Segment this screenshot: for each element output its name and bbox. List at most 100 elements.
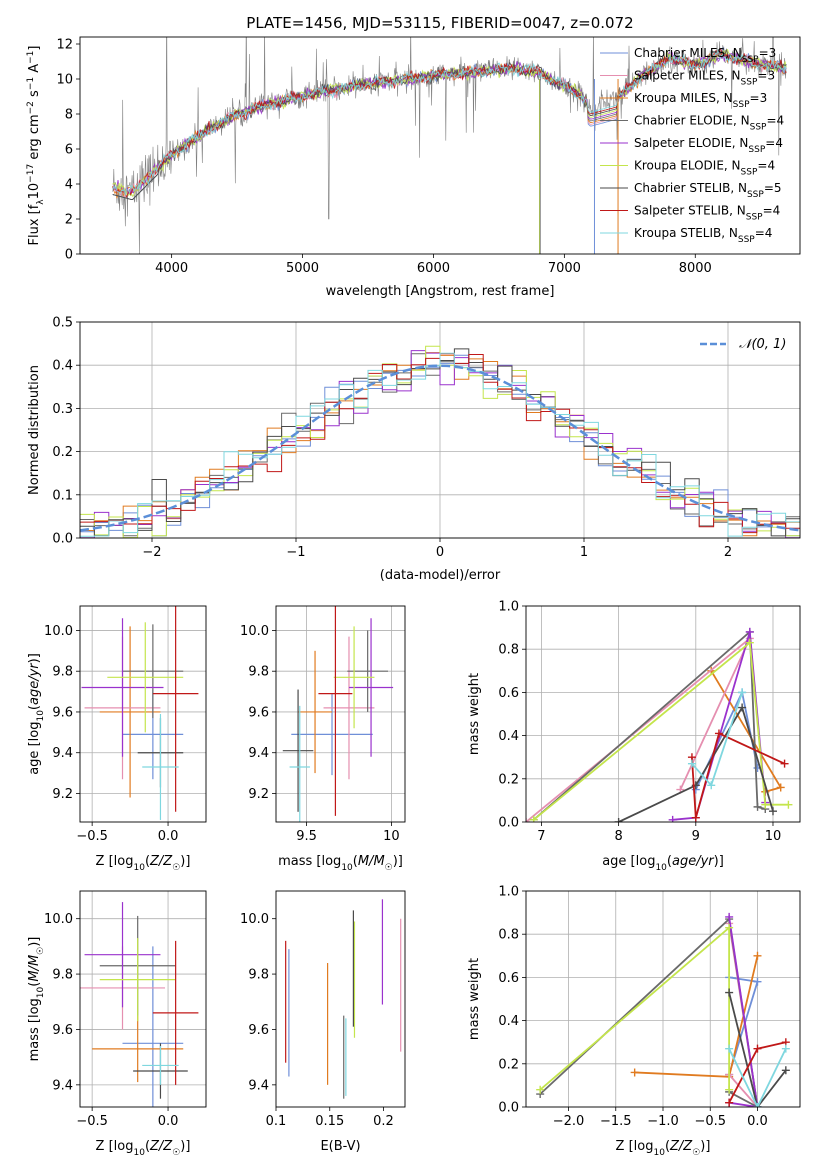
y-tick-label: 0.4 — [498, 1014, 519, 1029]
y-tick-label: 9.4 — [248, 1078, 269, 1093]
x-tick-label: 7 — [537, 829, 545, 844]
axes-frame — [79, 321, 801, 539]
y-tick-label: 1.0 — [498, 600, 519, 615]
ebv-xlabel: E(B-V) — [320, 1139, 360, 1154]
y-tick-label: 12 — [56, 38, 73, 53]
y-tick-label: 9.6 — [248, 1023, 269, 1038]
x-tick-label: 0.2 — [373, 1114, 394, 1129]
y-tick-label: 9.2 — [248, 787, 269, 802]
weight-marker — [738, 688, 747, 697]
weight-series — [539, 917, 759, 1107]
x-tick-label: 0.0 — [158, 1114, 179, 1129]
x-tick-label: −0.5 — [76, 1114, 108, 1129]
figure-title: PLATE=1456, MJD=53115, FIBERID=0047, z=0… — [246, 14, 633, 32]
gaussian-curve — [80, 364, 800, 532]
weight-series — [618, 705, 774, 822]
x-tick-label: 10 — [765, 829, 782, 844]
panel-residuals: −2 −1 0 1 2 0.0 0.1 0.2 0.3 0.4 0.5 (data-model)/er… — [27, 316, 801, 583]
x-tick-label: 8000 — [679, 261, 712, 276]
weight-series — [634, 955, 759, 1078]
y-tick-label: 9.2 — [52, 787, 73, 802]
weight-marker — [780, 759, 789, 768]
weight-marker — [725, 912, 734, 921]
x-tick-label: 4000 — [155, 261, 188, 276]
axes-frame — [275, 890, 406, 1108]
x-tick-label: 8 — [614, 829, 622, 844]
model-spectrum — [112, 48, 787, 196]
y-tick-label: 9.8 — [248, 665, 269, 680]
errorbar-area — [81, 606, 199, 820]
weight-marker — [768, 807, 777, 816]
weight-series — [691, 732, 785, 818]
y-tick-label: 10.0 — [240, 624, 269, 639]
weight-marker — [687, 759, 696, 768]
weight-marker — [630, 1068, 639, 1077]
x-tick-label: 5000 — [286, 261, 319, 276]
y-tick-label: 0.2 — [498, 772, 519, 787]
weight-lines — [526, 627, 793, 822]
weight-marker — [753, 1103, 762, 1107]
y-tick-label: 9.8 — [248, 968, 269, 983]
weight-series — [728, 992, 787, 1107]
x-tick-label: 1 — [580, 545, 588, 560]
y-tick-label: 2 — [65, 213, 73, 228]
weight-marker — [691, 813, 700, 822]
legend-label: Chabrier STELIB, NSSP=5 — [634, 181, 782, 200]
x-tick-label: −0.5 — [694, 1114, 726, 1129]
weight-marker — [725, 1044, 734, 1053]
weight-marker — [725, 1098, 734, 1107]
residuals-xlabel: (data-model)/error — [380, 568, 501, 583]
errorbar-area — [282, 606, 394, 822]
legend-label: Salpeter ELODIE, NSSP=4 — [634, 136, 783, 155]
legend-label: Chabrier ELODIE, NSSP=4 — [634, 114, 784, 133]
y-tick-label: 0.6 — [498, 686, 519, 701]
legend-label: Salpeter STELIB, NSSP=4 — [634, 204, 780, 223]
axes-frame — [79, 36, 801, 255]
y-tick-label: 0.4 — [498, 729, 519, 744]
weight-marker — [745, 627, 754, 636]
panel-age_vs_mass: 9.5 10 9.2 9.4 9.6 9.8 10.0 mass [log10(M/M☉)] — [240, 605, 406, 873]
spectrum-ylabel: Flux [fλ10−17 erg cm−2 s−1 A−1] — [26, 46, 46, 246]
panel-spectrum: 4000 5000 6000 7000 8000 0 2 4 6 8 10 12 wavelength … — [26, 36, 801, 299]
x-tick-label: 7000 — [548, 261, 581, 276]
legend-label: Kroupa STELIB, NSSP=4 — [634, 226, 772, 245]
ylabel: mass [log10(M/M☉)] — [27, 937, 46, 1062]
x-tick-label: 0 — [436, 545, 444, 560]
weight-marker — [668, 815, 677, 822]
weight-marker — [725, 923, 734, 932]
spectrum-xlabel: wavelength [Angstrom, rest frame] — [326, 284, 555, 299]
x-tick-label: −1.0 — [647, 1114, 679, 1129]
x-tick-label: 0.15 — [315, 1114, 344, 1129]
legend-label: Salpeter MILES, NSSP=3 — [634, 69, 775, 88]
y-tick-label: 0.4 — [52, 359, 73, 374]
y-tick-label: 9.8 — [52, 968, 73, 983]
weight-series — [533, 640, 789, 821]
axes-frame — [275, 605, 406, 823]
y-tick-label: 10.0 — [240, 912, 269, 927]
weight-series — [728, 916, 759, 1107]
y-tick-label: 0 — [65, 248, 73, 263]
panel-weight_vs_age: 7 8 9 10 0.0 0.2 0.4 0.6 0.8 1.0 age [log10(age/yr… — [467, 600, 801, 873]
xlabel: mass [log10(M/M☉)] — [278, 854, 403, 873]
y-tick-label: 0.0 — [498, 816, 519, 831]
x-tick-label: −1.5 — [600, 1114, 632, 1129]
ylabel: mass weight — [467, 673, 482, 755]
weight-marker — [614, 818, 623, 822]
y-tick-label: 9.4 — [52, 1078, 73, 1093]
xlabel: Z [log10(Z/Z☉)] — [96, 854, 191, 873]
weight-marker — [725, 1085, 734, 1094]
spectrum-plot-area — [112, 37, 787, 254]
x-tick-label: 0.0 — [158, 829, 179, 844]
y-tick-label: 0.2 — [52, 445, 73, 460]
legend-label: Kroupa MILES, NSSP=3 — [634, 91, 767, 110]
weight-marker — [761, 800, 770, 809]
axes-frame — [525, 605, 801, 823]
weight-marker — [707, 781, 716, 790]
y-tick-label: 9.4 — [52, 746, 73, 761]
x-tick-label: −1 — [286, 545, 305, 560]
axes-frame — [525, 890, 801, 1108]
panel-mass_vs_Z: −0.5 0.0 9.4 9.6 9.8 10.0 Z [log10(Z/Z☉)] mass … — [27, 890, 207, 1158]
weight-marker — [781, 1066, 790, 1075]
legend-label: Chabrier MILES, NSSP=3 — [634, 46, 776, 65]
